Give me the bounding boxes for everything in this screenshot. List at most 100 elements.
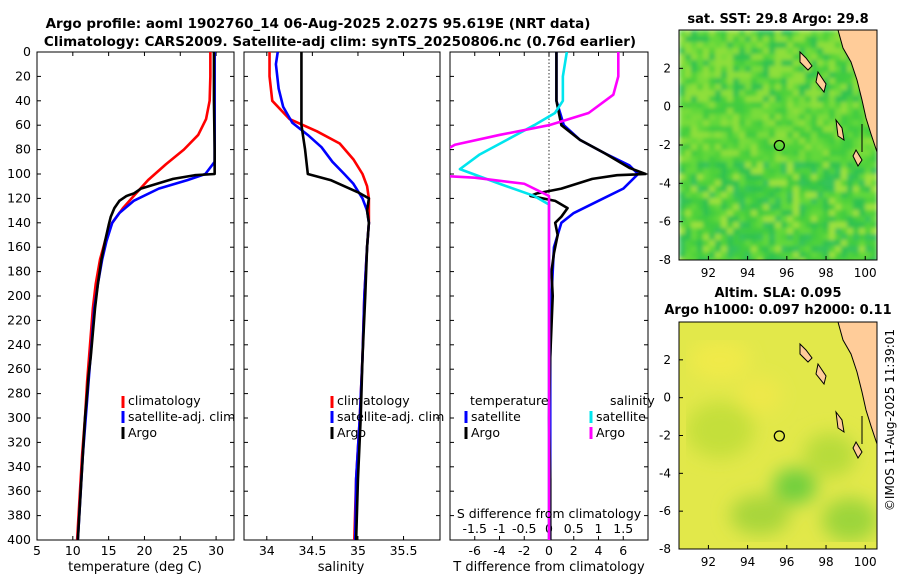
sst-cell — [817, 240, 824, 247]
sst-cell — [745, 192, 752, 199]
sst-cell — [733, 180, 740, 187]
sst-cell — [715, 48, 722, 55]
sst-cell — [751, 114, 758, 121]
sst-cell — [727, 84, 734, 91]
sst-cell — [805, 54, 812, 61]
sst-cell — [859, 198, 866, 205]
sst-cell — [745, 132, 752, 139]
sst-cell — [775, 180, 782, 187]
sst-cell — [805, 96, 812, 103]
sst-cell — [733, 198, 740, 205]
sst-cell — [859, 174, 866, 181]
sst-cell — [829, 54, 836, 61]
sst-cell — [739, 66, 746, 73]
sst-cell — [721, 54, 728, 61]
sst-cell — [775, 66, 782, 73]
sst-cell — [679, 186, 686, 193]
sst-cell — [769, 168, 776, 175]
sst-cell — [763, 198, 770, 205]
series-line-argo — [300, 52, 371, 540]
sst-cell — [721, 78, 728, 85]
sst-cell — [787, 66, 794, 73]
sst-cell — [727, 120, 734, 127]
sst-cell — [787, 222, 794, 229]
sst-cell — [805, 120, 812, 127]
legend-label-satellite: satellite-adj. clim — [128, 409, 235, 424]
sst-cell — [859, 222, 866, 229]
sst-cell — [703, 84, 710, 91]
sst-cell — [793, 120, 800, 127]
sst-cell — [841, 192, 848, 199]
sst-cell — [799, 192, 806, 199]
sst-cell — [739, 246, 746, 253]
sst-cell — [721, 174, 728, 181]
series-line-salinity-argo — [450, 52, 620, 540]
island — [815, 362, 827, 386]
y-tick-label: -4 — [659, 466, 671, 480]
sst-cell — [733, 150, 740, 157]
sst-cell — [829, 60, 836, 67]
sst-cell — [697, 90, 704, 97]
sst-cell — [679, 150, 686, 157]
sst-cell — [853, 114, 860, 121]
sst-cell — [757, 78, 764, 85]
sst-cell — [805, 108, 812, 115]
sst-cell — [703, 156, 710, 163]
sst-cell — [793, 108, 800, 115]
sst-cell — [781, 252, 788, 259]
sst-cell — [811, 252, 818, 259]
sst-cell — [733, 90, 740, 97]
sst-cell — [685, 210, 692, 217]
sst-cell — [715, 234, 722, 241]
sst-cell — [793, 84, 800, 91]
sst-cell — [733, 216, 740, 223]
sst-cell — [859, 114, 866, 121]
sst-cell — [697, 42, 704, 49]
sst-cell — [685, 120, 692, 127]
sst-cell — [703, 78, 710, 85]
sst-cell — [841, 198, 848, 205]
sst-cell — [709, 84, 716, 91]
sst-cell — [739, 36, 746, 43]
sst-cell — [823, 54, 830, 61]
sst-cell — [685, 36, 692, 43]
sst-cell — [769, 144, 776, 151]
sst-cell — [823, 114, 830, 121]
sst-cell — [775, 186, 782, 193]
s-tick-label: 1.5 — [613, 521, 633, 536]
sst-cell — [811, 96, 818, 103]
sst-cell — [781, 204, 788, 211]
sst-cell — [733, 192, 740, 199]
sst-cell — [859, 102, 866, 109]
y-tick-label: 120 — [7, 190, 31, 205]
sst-cell — [751, 174, 758, 181]
sst-cell — [727, 240, 734, 247]
sst-cell — [715, 204, 722, 211]
y-tick-label: 160 — [7, 239, 31, 254]
sst-cell — [853, 192, 860, 199]
sst-cell — [685, 216, 692, 223]
sst-cell — [703, 48, 710, 55]
sst-cell — [817, 150, 824, 157]
sla-anomaly-blob — [730, 495, 790, 535]
x-tick-label: 98 — [818, 266, 833, 280]
sst-cell — [793, 216, 800, 223]
sst-cell — [847, 96, 854, 103]
sst-cell — [847, 210, 854, 217]
sst-cell — [805, 234, 812, 241]
sst-cell — [721, 66, 728, 73]
sst-cell — [793, 258, 800, 260]
sst-cell — [805, 114, 812, 121]
sst-cell — [817, 162, 824, 169]
sst-cell — [697, 66, 704, 73]
sst-cell — [715, 120, 722, 127]
sst-cell — [727, 144, 734, 151]
difference-top-label: S difference from climatology — [457, 506, 642, 521]
sst-cell — [745, 102, 752, 109]
sst-cell — [733, 96, 740, 103]
sst-cell — [817, 126, 824, 133]
sst-cell — [709, 138, 716, 145]
sst-cell — [697, 246, 704, 253]
sst-cell — [793, 174, 800, 181]
